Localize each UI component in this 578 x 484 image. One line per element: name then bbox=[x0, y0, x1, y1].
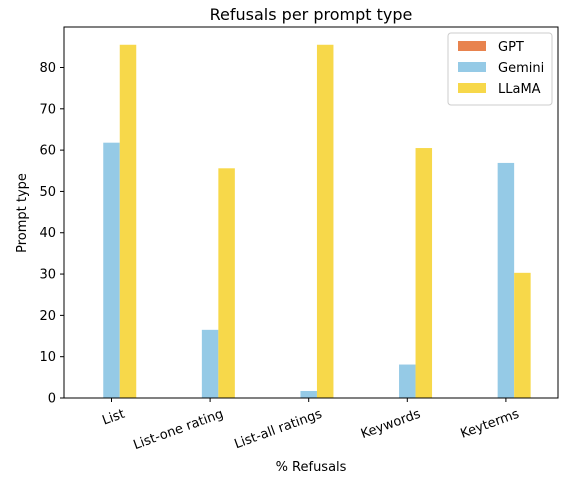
x-tick-label: List bbox=[100, 407, 126, 429]
legend-label-llama: LLaMA bbox=[498, 82, 541, 97]
bar-llama-2 bbox=[316, 44, 334, 398]
legend-swatch-llama bbox=[458, 83, 486, 93]
bar-gemini-0 bbox=[103, 142, 120, 398]
legend: GPT Gemini LLaMA bbox=[447, 32, 553, 106]
bar-llama-1 bbox=[218, 168, 235, 398]
bars-layer bbox=[103, 44, 531, 398]
bar-gemini-4 bbox=[497, 162, 515, 398]
bar-gemini-1 bbox=[201, 329, 219, 398]
y-tick-label: 50 bbox=[39, 185, 56, 200]
chart-title: Refusals per prompt type bbox=[210, 5, 413, 24]
legend-swatch-gpt bbox=[458, 41, 486, 51]
y-tick-label: 10 bbox=[39, 350, 56, 365]
y-tick-label: 40 bbox=[39, 226, 56, 241]
y-tick-label: 60 bbox=[39, 144, 56, 159]
plot-frame bbox=[63, 26, 559, 399]
y-tick-label: 70 bbox=[39, 102, 56, 117]
y-tick-label: 30 bbox=[39, 268, 56, 283]
bar-llama-4 bbox=[514, 272, 531, 398]
y-tick-label: 80 bbox=[39, 61, 56, 76]
legend-swatch-gemini bbox=[458, 62, 486, 72]
legend-label-gemini: Gemini bbox=[498, 61, 544, 76]
bar-gemini-2 bbox=[300, 390, 317, 398]
bar-llama-0 bbox=[119, 44, 137, 398]
y-axis-label: Prompt type bbox=[15, 173, 30, 253]
y-tick-label: 20 bbox=[39, 309, 56, 324]
x-axis-label: % Refusals bbox=[276, 460, 347, 475]
legend-label-gpt: GPT bbox=[498, 40, 524, 55]
bar-llama-3 bbox=[415, 148, 433, 398]
y-tick-label: 0 bbox=[48, 392, 56, 407]
bar-gemini-3 bbox=[399, 364, 416, 398]
